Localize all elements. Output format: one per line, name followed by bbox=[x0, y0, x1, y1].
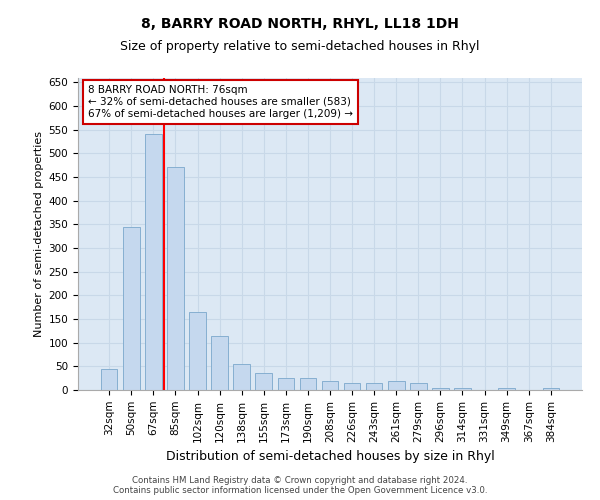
Bar bbox=[145, 134, 161, 390]
Text: 8, BARRY ROAD NORTH, RHYL, LL18 1DH: 8, BARRY ROAD NORTH, RHYL, LL18 1DH bbox=[141, 18, 459, 32]
Bar bbox=[278, 378, 294, 390]
Bar bbox=[123, 226, 140, 390]
Text: Size of property relative to semi-detached houses in Rhyl: Size of property relative to semi-detach… bbox=[120, 40, 480, 53]
Bar bbox=[256, 374, 272, 390]
Bar bbox=[499, 388, 515, 390]
Bar bbox=[322, 380, 338, 390]
Bar bbox=[542, 388, 559, 390]
Text: Contains HM Land Registry data © Crown copyright and database right 2024.
Contai: Contains HM Land Registry data © Crown c… bbox=[113, 476, 487, 495]
Bar bbox=[101, 368, 118, 390]
Bar bbox=[454, 388, 471, 390]
Text: 8 BARRY ROAD NORTH: 76sqm
← 32% of semi-detached houses are smaller (583)
67% of: 8 BARRY ROAD NORTH: 76sqm ← 32% of semi-… bbox=[88, 86, 353, 118]
Bar bbox=[299, 378, 316, 390]
Bar bbox=[366, 383, 382, 390]
Bar bbox=[167, 168, 184, 390]
Bar bbox=[189, 312, 206, 390]
Bar bbox=[432, 388, 449, 390]
Bar bbox=[388, 380, 404, 390]
Bar bbox=[211, 336, 228, 390]
Y-axis label: Number of semi-detached properties: Number of semi-detached properties bbox=[34, 130, 44, 337]
X-axis label: Distribution of semi-detached houses by size in Rhyl: Distribution of semi-detached houses by … bbox=[166, 450, 494, 463]
Bar bbox=[233, 364, 250, 390]
Bar bbox=[344, 383, 361, 390]
Bar bbox=[410, 383, 427, 390]
